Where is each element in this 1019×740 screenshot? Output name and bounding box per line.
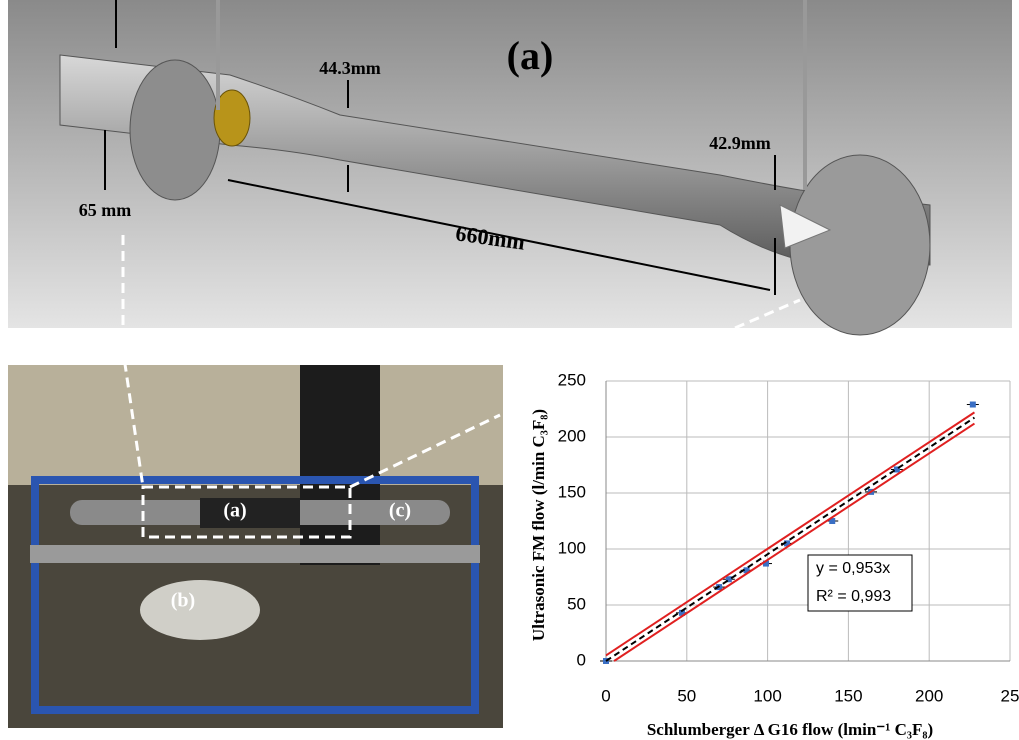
x-tick-label: 25 bbox=[1001, 686, 1019, 705]
y-tick-label: 200 bbox=[558, 426, 586, 445]
y-tick-label: 0 bbox=[577, 650, 586, 669]
flange-right bbox=[790, 155, 930, 335]
photo-tube bbox=[200, 498, 300, 528]
photo-cabinet bbox=[300, 365, 380, 565]
fit-line bbox=[606, 418, 974, 661]
dimension-label: 42.9mm bbox=[709, 133, 771, 153]
fit-line bbox=[606, 412, 974, 655]
y-tick-label: 100 bbox=[558, 538, 586, 557]
point bbox=[970, 402, 976, 408]
dimension-label: 44.3mm bbox=[319, 58, 381, 78]
y-tick-label: 250 bbox=[558, 370, 586, 389]
x-tick-label: 100 bbox=[753, 686, 781, 705]
annotation: R² = 0,993 bbox=[816, 588, 891, 605]
y-tick-label: 150 bbox=[558, 482, 586, 501]
x-tick-label: 0 bbox=[601, 686, 610, 705]
fit-line bbox=[614, 424, 974, 661]
flange-left bbox=[130, 60, 220, 200]
photo-label: (a) bbox=[223, 500, 246, 522]
x-tick-label: 50 bbox=[677, 686, 696, 705]
photo-grate bbox=[30, 545, 480, 563]
figure: (a) 44.3mm 42.9mm 65 mm 660mm (a) (b) (c… bbox=[0, 0, 1019, 740]
y-tick-label: 50 bbox=[567, 594, 586, 613]
photo-tank bbox=[140, 580, 260, 640]
x-tick-label: 150 bbox=[834, 686, 862, 705]
panel-label: (a) bbox=[507, 33, 554, 78]
dimension-label: 65 mm bbox=[79, 200, 132, 220]
photo-label: (b) bbox=[171, 590, 195, 612]
photo-wall bbox=[8, 365, 503, 485]
y-axis-label: Ultrasonic FM flow (l/min C₃F₈) bbox=[529, 409, 548, 641]
x-axis-label: Schlumberger Δ G16 flow (lmin⁻¹ C₃F₈) bbox=[647, 720, 933, 739]
annotation: y = 0,953x bbox=[816, 560, 890, 577]
x-tick-label: 200 bbox=[915, 686, 943, 705]
photo-label: (c) bbox=[389, 500, 411, 522]
